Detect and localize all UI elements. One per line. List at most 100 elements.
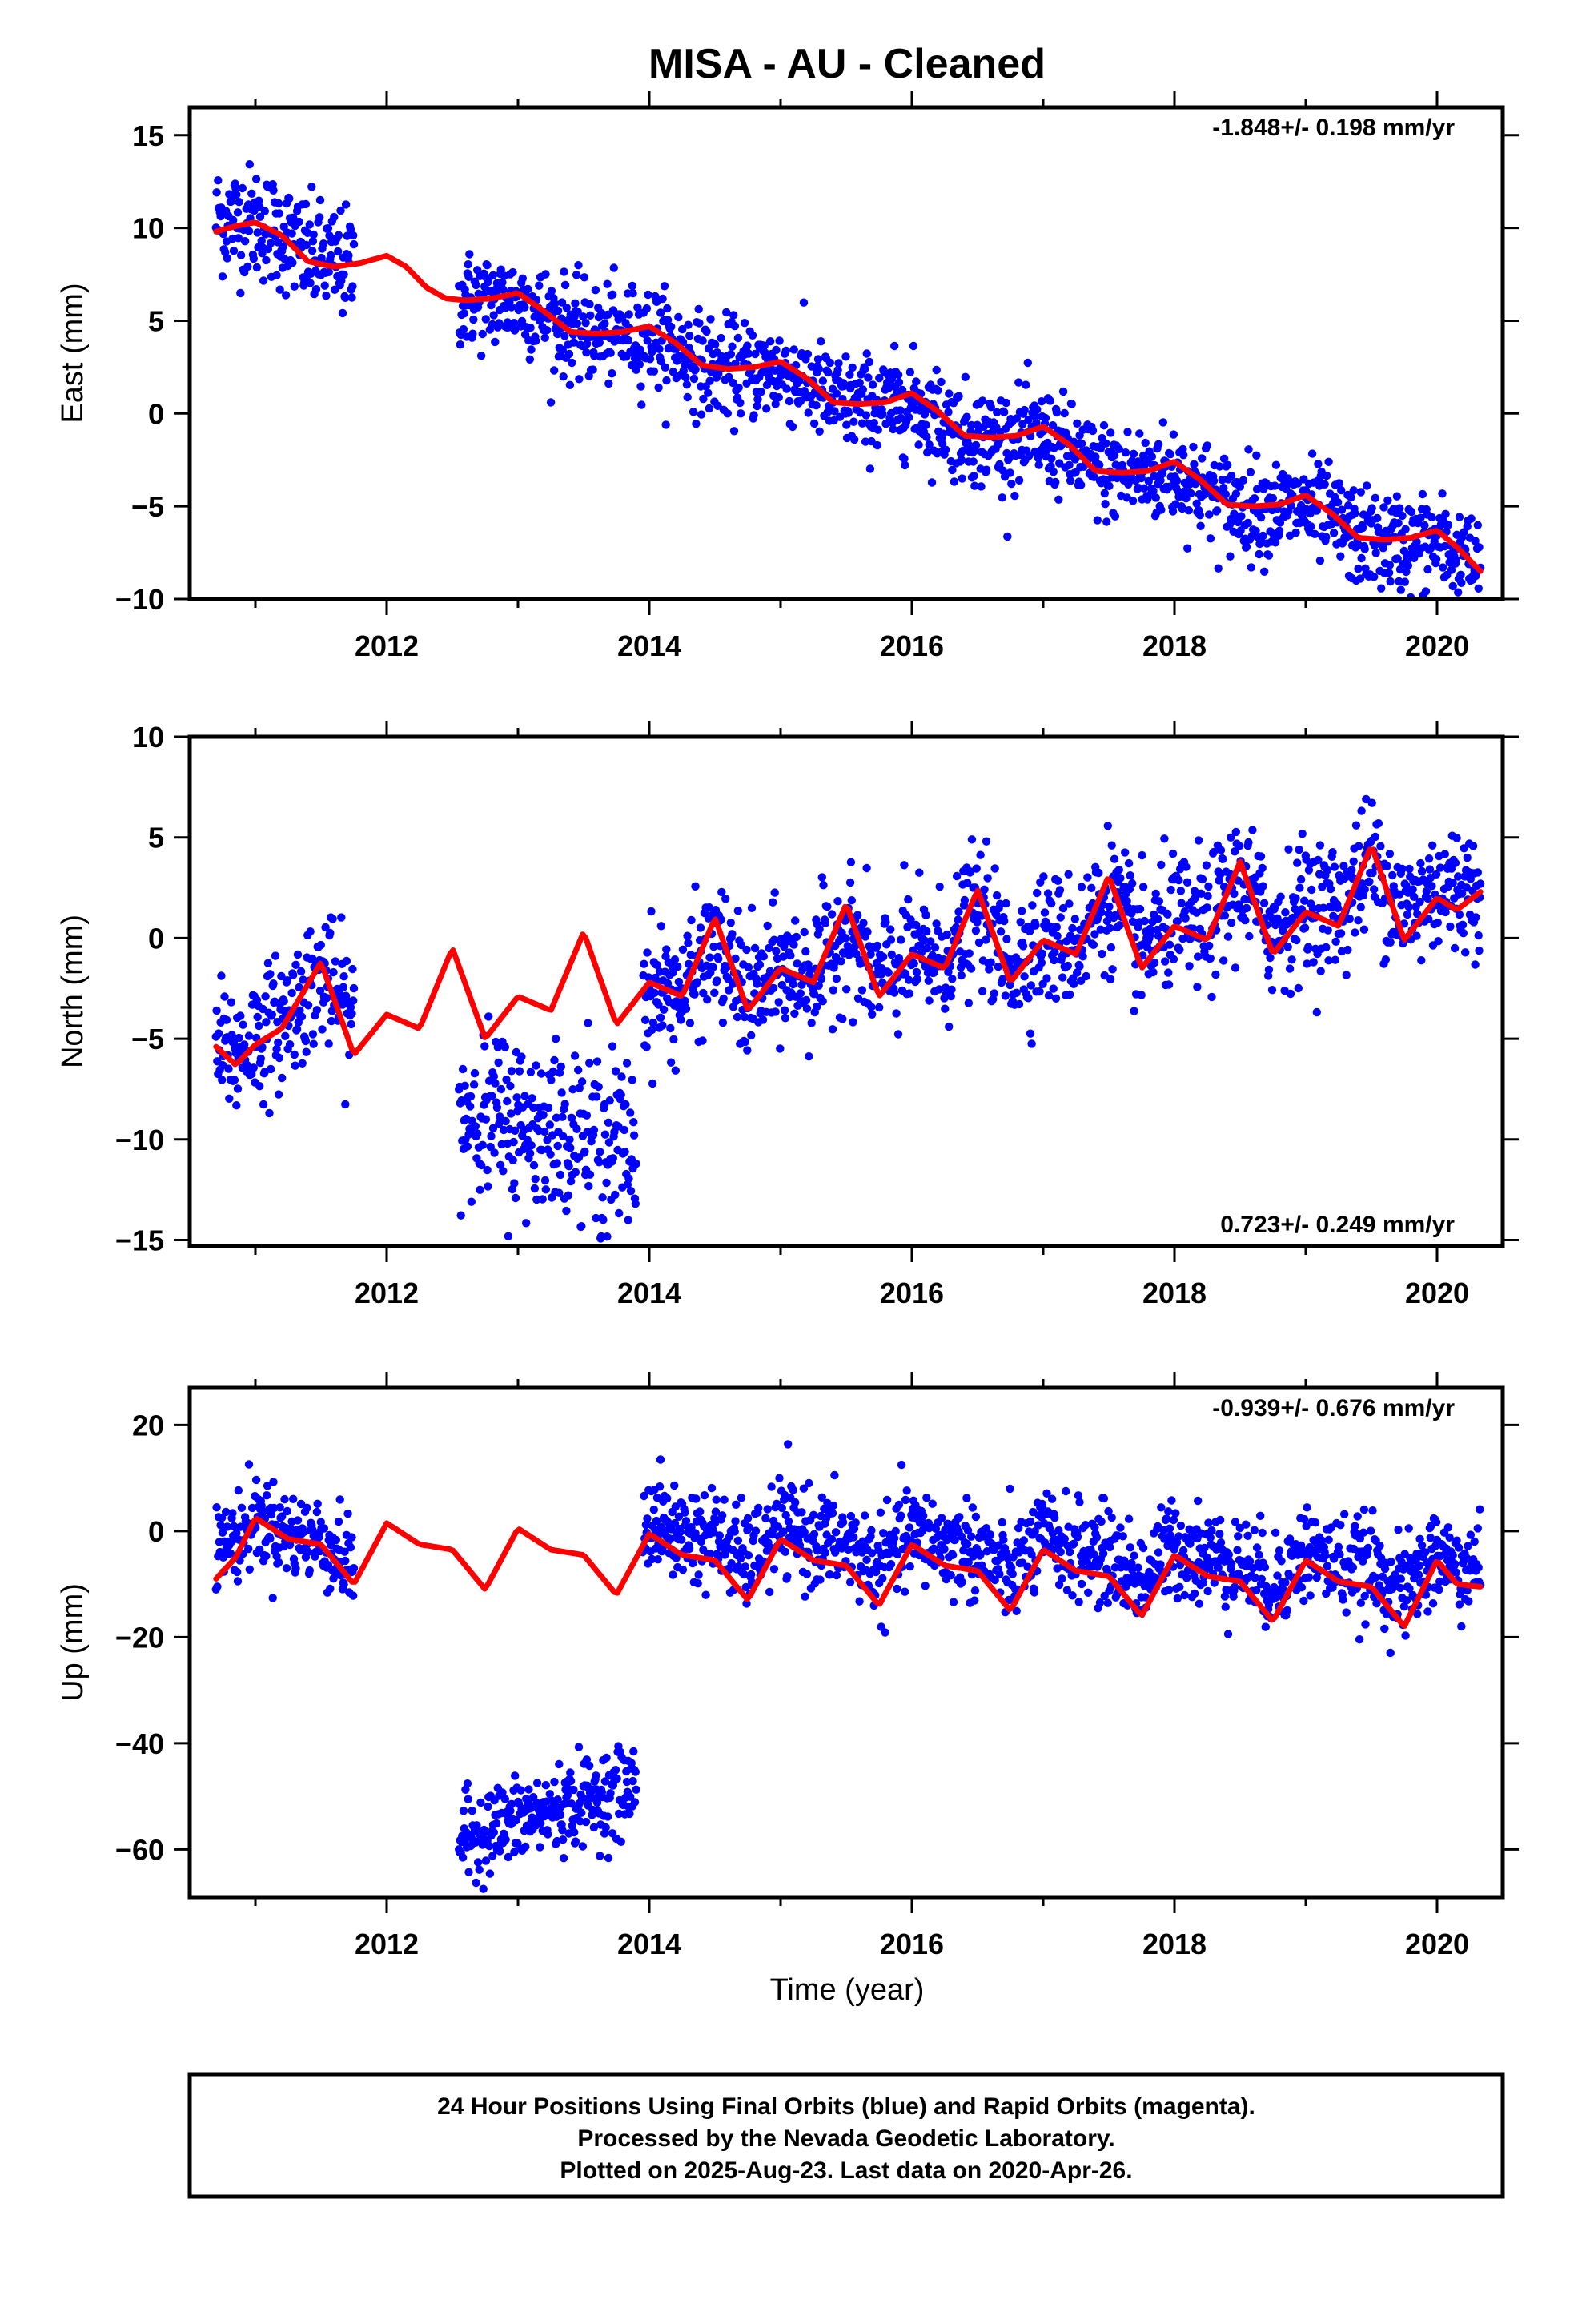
data-point [801, 1592, 809, 1601]
data-point [726, 919, 735, 927]
data-point [635, 360, 644, 369]
data-point [1459, 929, 1468, 938]
data-point [878, 409, 887, 419]
data-point [1012, 1606, 1021, 1616]
data-point [1190, 460, 1199, 468]
data-point [682, 380, 692, 389]
data-point [603, 279, 612, 288]
data-point [233, 1577, 243, 1586]
data-point [879, 1529, 888, 1538]
data-point [750, 943, 760, 953]
data-point [1293, 858, 1302, 867]
data-point [1077, 480, 1086, 489]
data-point [293, 1516, 303, 1525]
data-point [260, 207, 269, 215]
data-point [938, 1514, 946, 1522]
data-point [1355, 574, 1365, 583]
data-point [793, 959, 801, 968]
data-point [510, 1179, 519, 1188]
data-point [1322, 471, 1331, 480]
data-point [1405, 864, 1414, 874]
data-point [781, 1547, 790, 1557]
data-point [624, 1174, 633, 1183]
data-point [571, 1168, 580, 1176]
data-point [326, 928, 335, 938]
data-point [229, 1522, 239, 1530]
data-point [881, 420, 890, 428]
data-point [1330, 862, 1339, 871]
data-point [905, 1562, 915, 1571]
data-point [1118, 1532, 1127, 1541]
data-point [1014, 476, 1024, 485]
data-point [734, 383, 743, 392]
data-point [730, 1527, 739, 1536]
data-point [1357, 806, 1366, 815]
data-point [1197, 889, 1206, 899]
data-point [648, 1025, 656, 1035]
data-point [616, 1837, 625, 1846]
data-point [710, 988, 719, 998]
data-point [1385, 561, 1395, 569]
data-point [1070, 915, 1080, 923]
data-point [950, 477, 959, 486]
data-point [1439, 563, 1447, 572]
data-point [800, 1527, 809, 1537]
data-point [1260, 567, 1269, 576]
data-point [1402, 567, 1411, 577]
data-point [1062, 1586, 1072, 1594]
data-point [291, 1061, 299, 1070]
data-point [474, 1248, 482, 1256]
data-point [809, 419, 819, 428]
data-point [244, 1544, 253, 1554]
data-point [1214, 1563, 1223, 1572]
data-point [1183, 544, 1192, 553]
data-point [809, 990, 819, 999]
data-point [813, 1002, 821, 1011]
data-point [1149, 486, 1158, 496]
data-point [691, 1529, 700, 1538]
data-point [1395, 504, 1404, 513]
data-point [681, 373, 690, 382]
data-point [553, 1795, 562, 1804]
data-point [889, 988, 899, 997]
data-point [458, 1853, 468, 1862]
data-point [1194, 836, 1203, 845]
data-point [548, 1067, 558, 1076]
data-point [986, 403, 996, 412]
data-point [649, 367, 659, 376]
data-point [1309, 958, 1318, 967]
data-point [336, 206, 345, 215]
data-point [1106, 975, 1115, 984]
data-point [741, 1037, 749, 1047]
data-point [1474, 931, 1483, 940]
data-point [796, 396, 805, 406]
data-point [894, 1500, 904, 1510]
data-point [817, 1493, 826, 1502]
data-point [349, 983, 359, 993]
data-point [265, 1108, 274, 1118]
data-point [802, 1004, 812, 1013]
data-point [1424, 915, 1433, 923]
data-point [705, 903, 713, 912]
data-point [636, 382, 645, 391]
data-point [1416, 513, 1425, 522]
data-point [488, 271, 498, 279]
data-point [297, 1012, 307, 1021]
data-point [309, 230, 318, 239]
data-point [1047, 899, 1056, 908]
data-point [1220, 1592, 1230, 1601]
data-point [749, 411, 758, 420]
x-tick-label: 2014 [617, 629, 681, 662]
data-point [1157, 860, 1166, 870]
data-point [604, 379, 613, 388]
data-point [1227, 919, 1236, 927]
data-point [654, 1000, 663, 1009]
data-point [830, 959, 839, 968]
data-point [1271, 460, 1281, 469]
data-point [707, 368, 716, 376]
data-point [1422, 887, 1431, 896]
data-point [520, 1092, 529, 1100]
data-point [1064, 870, 1073, 879]
data-point [1098, 1549, 1108, 1558]
east-points [211, 160, 1485, 599]
